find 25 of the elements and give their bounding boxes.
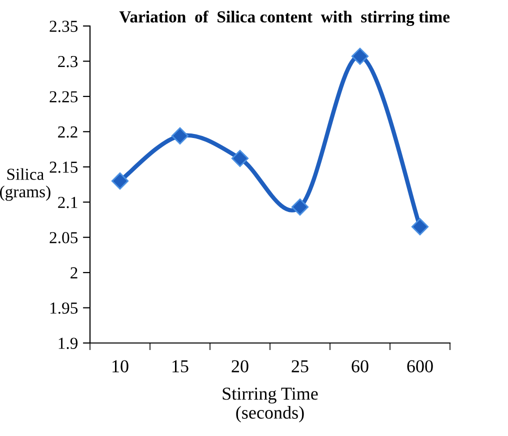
y-tick-label: 2	[70, 267, 78, 278]
chart-title: Variation of Silica content with stirring time	[119, 10, 450, 26]
x-tick-label: 20	[232, 360, 248, 372]
point	[411, 218, 429, 236]
x-tick-label: 60	[352, 360, 368, 372]
point	[291, 198, 309, 216]
x-tick-label: 600	[407, 360, 433, 372]
y-tick-label: 2.05	[50, 232, 78, 244]
y-tick-label: 2.1	[58, 196, 78, 208]
point	[171, 127, 189, 144]
point	[111, 172, 129, 190]
y-tick-label: 2.3	[58, 56, 78, 68]
point	[351, 48, 369, 65]
x-axis-title: Stirring Time (seconds)	[222, 388, 318, 422]
y-tick-label: 2.15	[50, 162, 78, 173]
x-tick-label: 15	[172, 360, 188, 372]
x-tick-label: 10	[112, 360, 128, 372]
y-axis-title: Silica (grams)	[0, 168, 50, 201]
point	[231, 150, 249, 167]
x-tick-label: 25	[292, 360, 308, 372]
y-tick-label: 2.25	[50, 91, 78, 102]
y-tick-label: 2.2	[58, 126, 78, 138]
y-tick-label: 1.9	[58, 338, 78, 350]
y-tick-label: 1.95	[50, 302, 78, 314]
y-tick-label: 2.35	[50, 20, 78, 32]
